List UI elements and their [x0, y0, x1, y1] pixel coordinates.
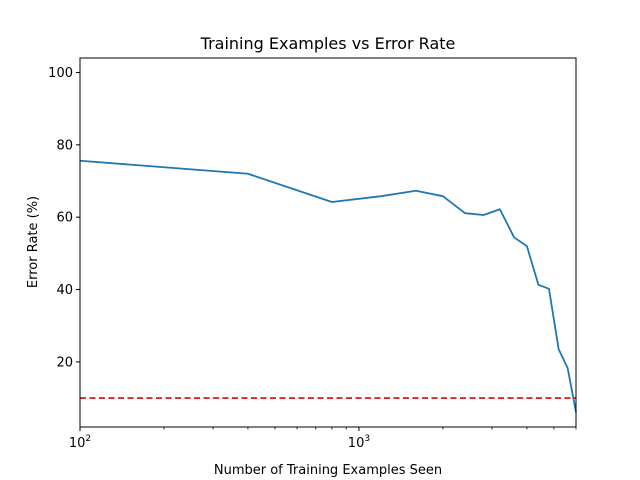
chart-title: Training Examples vs Error Rate [200, 34, 456, 53]
x-axis-label: Number of Training Examples Seen [214, 463, 442, 478]
x-tick-label: 103 [348, 434, 370, 451]
y-axis-label: Error Rate (%) [26, 196, 41, 288]
y-tick-label: 80 [56, 138, 73, 153]
plot-frame [79, 57, 577, 428]
x-tick-label: 102 [69, 434, 91, 451]
x-axis: 102 103 [69, 427, 577, 451]
y-tick-label: 100 [48, 66, 73, 81]
y-tick-label: 40 [56, 283, 73, 298]
y-tick-label: 20 [56, 355, 73, 370]
y-tick-label: 60 [56, 211, 73, 226]
y-axis: 20 40 60 80 100 [48, 66, 80, 370]
series-line-0 [79, 159, 577, 413]
plot-area [79, 159, 577, 413]
